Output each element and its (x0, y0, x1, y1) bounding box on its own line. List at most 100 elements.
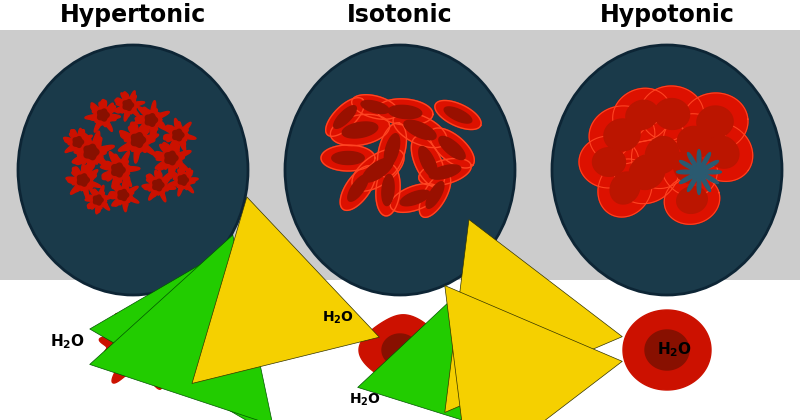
Polygon shape (377, 99, 433, 125)
Text: $\mathbf{H_2O}$: $\mathbf{H_2O}$ (50, 333, 86, 352)
Polygon shape (334, 106, 356, 128)
Polygon shape (691, 123, 753, 181)
Bar (0, 5, 800, 280)
Polygon shape (439, 136, 465, 160)
Bar (0, 280, 800, 420)
Polygon shape (382, 174, 394, 205)
Ellipse shape (552, 45, 782, 295)
Polygon shape (78, 174, 90, 186)
Text: Hypertonic: Hypertonic (60, 3, 206, 27)
Polygon shape (646, 136, 678, 173)
Polygon shape (663, 114, 726, 170)
Text: Hypotonic: Hypotonic (599, 3, 734, 27)
Polygon shape (73, 136, 83, 147)
Polygon shape (348, 175, 368, 201)
Polygon shape (342, 122, 378, 138)
Polygon shape (664, 176, 720, 224)
Polygon shape (382, 334, 418, 366)
Polygon shape (142, 171, 176, 202)
Polygon shape (94, 195, 103, 205)
Polygon shape (352, 149, 404, 191)
Ellipse shape (18, 45, 248, 295)
Polygon shape (613, 88, 671, 142)
Polygon shape (610, 172, 640, 204)
Polygon shape (661, 137, 718, 197)
Polygon shape (631, 121, 693, 189)
Polygon shape (614, 140, 679, 204)
Polygon shape (101, 151, 140, 189)
Polygon shape (352, 94, 398, 119)
Polygon shape (326, 98, 364, 136)
Polygon shape (388, 105, 422, 118)
Polygon shape (411, 136, 445, 188)
Polygon shape (154, 139, 191, 178)
Polygon shape (112, 163, 125, 177)
Polygon shape (114, 91, 145, 121)
Polygon shape (98, 109, 109, 121)
Text: $\mathbf{H_2O}$: $\mathbf{H_2O}$ (322, 310, 354, 326)
Polygon shape (589, 106, 655, 164)
Polygon shape (131, 133, 146, 147)
Polygon shape (99, 307, 186, 389)
Polygon shape (640, 86, 704, 142)
Polygon shape (340, 165, 376, 210)
Polygon shape (705, 136, 739, 168)
Polygon shape (173, 129, 184, 141)
Polygon shape (390, 184, 440, 213)
Polygon shape (85, 185, 114, 214)
Polygon shape (430, 165, 461, 179)
Polygon shape (444, 107, 472, 123)
Polygon shape (682, 93, 748, 151)
Text: Isotonic: Isotonic (347, 3, 453, 27)
Polygon shape (362, 158, 394, 182)
Polygon shape (72, 131, 114, 175)
Polygon shape (677, 186, 707, 213)
Polygon shape (165, 151, 178, 165)
Polygon shape (153, 179, 164, 191)
Polygon shape (678, 126, 713, 158)
Polygon shape (426, 182, 444, 208)
Polygon shape (361, 100, 389, 113)
Polygon shape (645, 330, 689, 370)
Polygon shape (604, 119, 640, 151)
Polygon shape (118, 122, 158, 163)
Polygon shape (332, 152, 364, 165)
Polygon shape (63, 129, 93, 159)
Text: $\mathbf{H_2O}$: $\mathbf{H_2O}$ (349, 392, 381, 408)
Polygon shape (598, 159, 652, 217)
Polygon shape (85, 100, 120, 132)
Polygon shape (404, 120, 436, 140)
Polygon shape (419, 173, 450, 217)
Polygon shape (84, 144, 99, 160)
Polygon shape (579, 136, 639, 188)
Polygon shape (146, 114, 158, 126)
Polygon shape (626, 100, 658, 130)
Polygon shape (109, 179, 139, 212)
Polygon shape (593, 148, 626, 176)
Polygon shape (321, 145, 375, 171)
Polygon shape (66, 164, 101, 199)
Polygon shape (378, 123, 406, 177)
Polygon shape (384, 134, 400, 166)
Polygon shape (178, 175, 188, 185)
Polygon shape (677, 150, 722, 194)
Polygon shape (359, 315, 441, 385)
Polygon shape (674, 151, 705, 184)
Polygon shape (430, 128, 474, 168)
Polygon shape (393, 113, 447, 148)
Polygon shape (330, 114, 390, 146)
Polygon shape (697, 106, 733, 138)
Polygon shape (400, 190, 430, 206)
Polygon shape (418, 158, 471, 186)
Polygon shape (435, 100, 481, 129)
Polygon shape (629, 155, 665, 189)
Polygon shape (168, 167, 198, 196)
Polygon shape (118, 189, 129, 200)
Polygon shape (123, 100, 134, 110)
Polygon shape (654, 99, 690, 129)
Polygon shape (126, 333, 154, 360)
Bar (0, 0, 800, 30)
Ellipse shape (285, 45, 515, 295)
Text: $\mathbf{H_2O}$: $\mathbf{H_2O}$ (658, 341, 693, 360)
Polygon shape (376, 164, 400, 216)
